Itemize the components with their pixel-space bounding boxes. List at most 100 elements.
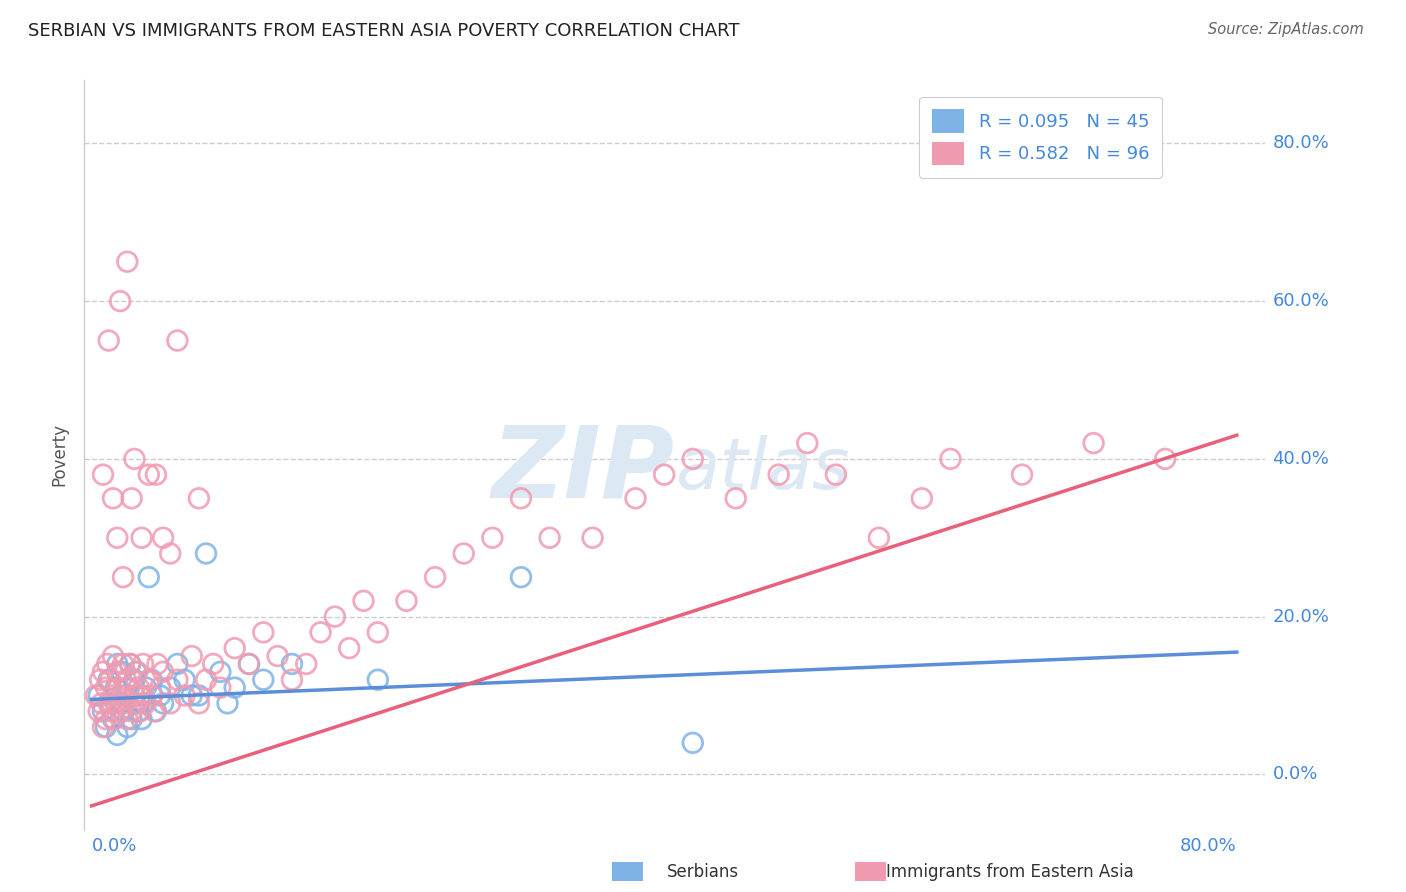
Point bbox=[624, 491, 647, 506]
Point bbox=[652, 467, 675, 482]
Point bbox=[104, 681, 127, 695]
Point bbox=[152, 697, 174, 711]
Point bbox=[107, 681, 129, 695]
Point bbox=[104, 697, 127, 711]
Point bbox=[101, 689, 124, 703]
Point bbox=[1154, 451, 1177, 466]
Point bbox=[768, 467, 790, 482]
Point bbox=[108, 697, 131, 711]
Point bbox=[868, 531, 890, 545]
Text: 80.0%: 80.0% bbox=[1272, 135, 1329, 153]
Point bbox=[180, 689, 202, 703]
Point bbox=[97, 334, 120, 348]
Point bbox=[166, 657, 188, 671]
Point bbox=[91, 467, 114, 482]
Point bbox=[101, 648, 124, 663]
Point bbox=[281, 657, 304, 671]
Point bbox=[121, 704, 143, 718]
Point bbox=[209, 681, 232, 695]
Point bbox=[117, 712, 139, 726]
Text: Immigrants from Eastern Asia: Immigrants from Eastern Asia bbox=[886, 863, 1133, 881]
Point bbox=[120, 657, 142, 671]
Point bbox=[1083, 436, 1105, 450]
Point bbox=[87, 689, 110, 703]
Point bbox=[195, 547, 218, 561]
Point bbox=[129, 689, 152, 703]
Point bbox=[101, 491, 124, 506]
Point bbox=[125, 697, 148, 711]
Point bbox=[682, 451, 704, 466]
Point bbox=[173, 673, 195, 687]
Point bbox=[581, 531, 603, 545]
Point bbox=[911, 491, 934, 506]
Point bbox=[94, 681, 117, 695]
Point bbox=[89, 673, 111, 687]
Point bbox=[159, 681, 181, 695]
Point bbox=[132, 657, 155, 671]
Point bbox=[180, 648, 202, 663]
Point bbox=[510, 570, 533, 584]
Point bbox=[209, 665, 232, 679]
Point bbox=[187, 689, 209, 703]
Point bbox=[141, 689, 163, 703]
Point bbox=[101, 712, 124, 726]
Point bbox=[252, 673, 274, 687]
Point bbox=[138, 570, 160, 584]
Point bbox=[224, 681, 246, 695]
Point bbox=[145, 467, 167, 482]
Point bbox=[105, 665, 128, 679]
Point bbox=[152, 665, 174, 679]
FancyBboxPatch shape bbox=[612, 862, 643, 881]
Point bbox=[423, 570, 446, 584]
Point bbox=[166, 334, 188, 348]
Text: 0.0%: 0.0% bbox=[1272, 765, 1317, 783]
Text: ZIP: ZIP bbox=[492, 421, 675, 518]
Point bbox=[111, 570, 134, 584]
Text: 20.0%: 20.0% bbox=[1272, 607, 1330, 625]
Point bbox=[127, 665, 149, 679]
Point bbox=[94, 720, 117, 734]
Point bbox=[91, 704, 114, 718]
Text: 60.0%: 60.0% bbox=[1272, 292, 1329, 310]
Point bbox=[939, 451, 962, 466]
Point bbox=[111, 704, 134, 718]
Point bbox=[131, 689, 153, 703]
Text: Serbians: Serbians bbox=[666, 863, 740, 881]
Point bbox=[152, 531, 174, 545]
Point bbox=[100, 704, 122, 718]
Point bbox=[149, 689, 172, 703]
Point bbox=[202, 657, 225, 671]
Point bbox=[108, 704, 131, 718]
Point bbox=[217, 697, 239, 711]
Point bbox=[97, 673, 120, 687]
Point bbox=[124, 689, 146, 703]
Point bbox=[114, 697, 136, 711]
Point bbox=[281, 673, 304, 687]
Point bbox=[149, 681, 172, 695]
Point bbox=[111, 657, 134, 671]
Point bbox=[138, 467, 160, 482]
Point bbox=[453, 547, 475, 561]
Point bbox=[108, 294, 131, 309]
Point bbox=[481, 531, 503, 545]
Point bbox=[91, 720, 114, 734]
FancyBboxPatch shape bbox=[855, 862, 886, 881]
Point bbox=[117, 720, 139, 734]
Point bbox=[94, 712, 117, 726]
Point bbox=[353, 594, 375, 608]
Point bbox=[367, 625, 389, 640]
Point bbox=[120, 657, 142, 671]
Point bbox=[91, 665, 114, 679]
Point bbox=[309, 625, 332, 640]
Point bbox=[1011, 467, 1033, 482]
Point bbox=[825, 467, 848, 482]
Point bbox=[103, 712, 125, 726]
Text: SERBIAN VS IMMIGRANTS FROM EASTERN ASIA POVERTY CORRELATION CHART: SERBIAN VS IMMIGRANTS FROM EASTERN ASIA … bbox=[28, 22, 740, 40]
Point bbox=[138, 673, 160, 687]
Point bbox=[166, 673, 188, 687]
Point bbox=[124, 697, 146, 711]
Point bbox=[110, 689, 132, 703]
Point bbox=[135, 697, 157, 711]
Point bbox=[195, 673, 218, 687]
Point bbox=[96, 657, 118, 671]
